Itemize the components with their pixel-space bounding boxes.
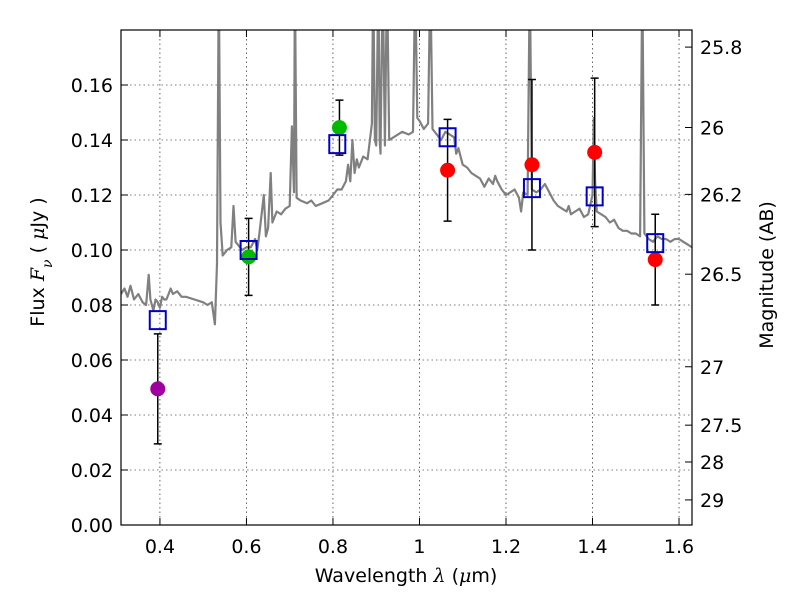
model-point bbox=[148, 310, 167, 331]
y-tick-label: 0.06 bbox=[71, 350, 113, 372]
grid bbox=[121, 30, 692, 526]
y-tick-label: 0.16 bbox=[71, 75, 113, 97]
observed-point bbox=[440, 162, 456, 178]
mag-tick-label: 27 bbox=[700, 357, 724, 379]
mag-tick-label: 27.5 bbox=[700, 415, 742, 437]
model-point bbox=[585, 186, 604, 207]
x-tick-label: 1.6 bbox=[664, 536, 694, 558]
y-tick-label: 0.04 bbox=[71, 405, 113, 427]
mag-tick-label: 26.2 bbox=[700, 184, 742, 206]
model-point bbox=[646, 233, 665, 254]
model-point bbox=[239, 240, 258, 260]
mag-tick-label: 28 bbox=[700, 452, 724, 474]
x-tick-label: 1.2 bbox=[491, 536, 521, 558]
y-tick-label: 0.00 bbox=[71, 515, 113, 537]
right-axis-label: Magnitude (AB) bbox=[756, 201, 778, 349]
model-spectrum-layer bbox=[121, 30, 692, 326]
observed-point bbox=[524, 157, 540, 173]
y-axis-label: Flux Fν ( μJy ) bbox=[27, 197, 56, 326]
x-tick-label: 0.4 bbox=[145, 536, 175, 558]
model-points-layer bbox=[148, 127, 665, 331]
model-point bbox=[522, 178, 541, 199]
y-tick-label: 0.02 bbox=[71, 460, 113, 482]
mag-tick-label: 26 bbox=[700, 118, 724, 140]
model-point bbox=[438, 127, 457, 148]
mag-tick-label: 29 bbox=[700, 490, 724, 512]
model-spectrum-line bbox=[121, 30, 692, 326]
y-tick-label: 0.14 bbox=[71, 130, 113, 152]
plot-frame bbox=[120, 29, 693, 526]
observed-point bbox=[331, 120, 347, 136]
observed-point bbox=[647, 252, 663, 268]
observed-points-layer bbox=[150, 120, 663, 397]
observed-point bbox=[150, 381, 166, 397]
observed-point bbox=[587, 144, 603, 160]
mag-tick-label: 26.5 bbox=[700, 264, 742, 286]
y-tick-label: 0.08 bbox=[71, 295, 113, 317]
y-tick-label: 0.12 bbox=[71, 185, 113, 207]
x-tick-label: 1.4 bbox=[577, 536, 607, 558]
x-tick-label: 0.6 bbox=[231, 536, 261, 558]
mag-tick-label: 25.8 bbox=[700, 37, 742, 59]
observed-point bbox=[241, 249, 257, 265]
x-axis-label: Wavelength λ (μm) bbox=[315, 565, 498, 587]
x-tick-label: 1 bbox=[413, 536, 425, 558]
model-point bbox=[328, 134, 347, 155]
x-tick-label: 0.8 bbox=[318, 536, 348, 558]
ticks-layer: 0.4 0.6 0.8 1 1.2 1.4 1.6 0.00 0.02 0.04 0.06 0.08 0… bbox=[71, 30, 742, 558]
y-tick-label: 0.10 bbox=[71, 240, 113, 262]
